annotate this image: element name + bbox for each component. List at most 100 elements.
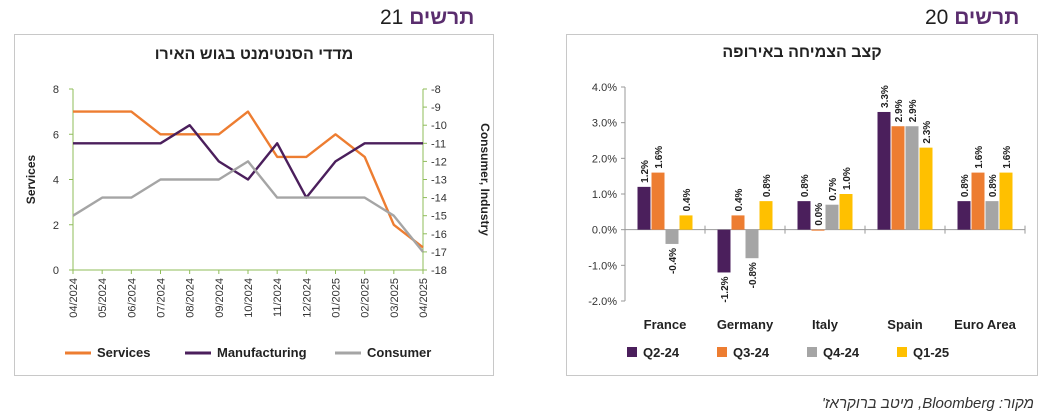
right-tick-label: -15 — [431, 211, 447, 223]
bar-q4-24 — [745, 229, 759, 259]
x-tick-label: 08/2024 — [185, 278, 197, 318]
legend-label-q4-24: Q4-24 — [823, 345, 860, 360]
x-tick-label: 11/2024 — [272, 278, 284, 317]
legend-swatch-q4-24 — [807, 347, 817, 357]
x-tick-label: 05/2024 — [97, 278, 109, 318]
bar-value-label: 1.2% — [640, 160, 651, 183]
x-tick-label: 07/2024 — [156, 278, 168, 318]
x-tick-label: 10/2024 — [243, 278, 255, 318]
y-tick-label: -1.0% — [588, 260, 617, 272]
bar-value-label: 0.8% — [988, 174, 999, 197]
legend-label-q3-24: Q3-24 — [733, 345, 770, 360]
chart-title: קצב הצמיחה באירופה — [722, 44, 881, 61]
right-tick-label: -10 — [431, 120, 447, 132]
bar-q4-24 — [825, 204, 839, 230]
bar-q1-25 — [999, 172, 1013, 230]
sentiment-chart-panel: מדדי הסנטימנט בגוש האירו 0 2 4 6 8 -8 -9 -10 -11 -… — [14, 34, 494, 376]
legend-label-consumer: Consumer — [367, 345, 431, 360]
right-tick-label: -11 — [431, 138, 446, 150]
category-label: Italy — [812, 317, 839, 332]
bar-value-label: 0.8% — [960, 174, 971, 197]
y-tick-label: 2.0% — [592, 153, 617, 165]
y-tick-label: -2.0% — [588, 296, 617, 308]
x-tick-label: 02/2025 — [360, 278, 372, 318]
bar-q2-24 — [797, 201, 811, 230]
x-tick-label: 04/2024 — [68, 278, 80, 318]
chart-20-header: תרשים 20 — [925, 6, 1019, 30]
bar-value-label: 0.7% — [828, 178, 839, 201]
bar-q2-24 — [957, 201, 971, 230]
y-tick-label: 4.0% — [592, 82, 617, 94]
legend-label-q2-24: Q2-24 — [643, 345, 680, 360]
bar-q2-24 — [717, 229, 731, 273]
bar-value-label: -1.2% — [720, 276, 731, 302]
bar-q1-25 — [839, 194, 853, 230]
right-tick-label: -18 — [431, 265, 447, 277]
series-line-manufacturing — [73, 123, 423, 199]
x-tick-label: 01/2025 — [331, 278, 343, 318]
legend-swatch-q2-24 — [627, 347, 637, 357]
chart-title: מדדי הסנטימנט בגוש האירו — [155, 46, 354, 63]
x-tick-label: 12/2024 — [301, 278, 313, 318]
bar-value-label: 1.0% — [842, 167, 853, 190]
bar-q4-24 — [665, 229, 679, 244]
series-line-services — [73, 110, 424, 249]
series-line-consumer — [72, 160, 424, 253]
bar-value-label: -0.4% — [668, 248, 679, 274]
bar-q3-24 — [811, 229, 825, 231]
chart-20-header-label: תרשים — [954, 6, 1020, 29]
chart-21-header: תרשים 21 — [380, 6, 474, 30]
bar-q1-25 — [919, 147, 933, 230]
bar-value-label: 2.3% — [922, 121, 933, 144]
legend-label-manufacturing: Manufacturing — [217, 345, 307, 360]
left-tick-label: 4 — [53, 175, 59, 187]
x-tick-label: 03/2025 — [389, 278, 401, 318]
chart-21-header-number: 21 — [380, 6, 404, 29]
x-tick-label: 04/2025 — [418, 278, 430, 318]
left-tick-label: 2 — [53, 220, 59, 232]
y-tick-label: 0.0% — [592, 225, 617, 237]
left-tick-label: 8 — [53, 84, 59, 96]
right-tick-label: -16 — [431, 229, 447, 241]
category-label: Spain — [887, 317, 922, 332]
source-note: מקור: Bloomberg, מיטב ברוקראז' — [821, 395, 1034, 412]
growth-chart-panel: קצב הצמיחה באירופה -2.0% -1.0% 0.0% 1.0% 2.0%… — [566, 34, 1038, 376]
legend-swatch-q3-24 — [717, 347, 727, 357]
category-label: France — [644, 317, 687, 332]
bar-value-label: 1.6% — [974, 146, 985, 169]
right-tick-label: -8 — [431, 84, 441, 96]
right-tick-label: -9 — [431, 102, 441, 114]
bar-value-label: 0.8% — [762, 174, 773, 197]
right-tick-label: -14 — [431, 193, 447, 205]
bar-value-label: 2.9% — [894, 99, 905, 122]
bar-q2-24 — [877, 111, 891, 230]
legend-label-services: Services — [97, 345, 151, 360]
sentiment-line-chart: מדדי הסנטימנט בגוש האירו 0 2 4 6 8 -8 -9 -10 -11 -… — [24, 46, 492, 360]
bar-value-label: 0.0% — [814, 203, 825, 226]
bar-q2-24 — [637, 186, 651, 230]
chart-20-header-number: 20 — [925, 6, 949, 29]
bar-value-label: 1.6% — [654, 146, 665, 169]
legend-label-q1-25: Q1-25 — [913, 345, 949, 360]
left-tick-label: 6 — [53, 129, 59, 141]
bar-q3-24 — [651, 172, 665, 230]
bar-q4-24 — [905, 126, 919, 230]
bar-value-label: 0.4% — [682, 188, 693, 211]
bar-q3-24 — [971, 172, 985, 230]
left-axis-title: Services — [24, 154, 38, 204]
bar-q3-24 — [891, 126, 905, 230]
right-tick-label: -13 — [431, 175, 447, 187]
bar-q1-25 — [679, 215, 693, 230]
bar-value-label: 2.9% — [908, 99, 919, 122]
y-tick-label: 3.0% — [592, 118, 617, 130]
category-label: Germany — [717, 317, 774, 332]
right-tick-label: -12 — [431, 156, 447, 168]
y-tick-label: 1.0% — [592, 189, 617, 201]
category-label: Euro Area — [954, 317, 1016, 332]
right-tick-label: -17 — [431, 247, 447, 259]
growth-bar-chart: קצב הצמיחה באירופה -2.0% -1.0% 0.0% 1.0% 2.0%… — [588, 44, 1026, 360]
chart-21-header-label: תרשים — [409, 6, 475, 29]
legend-swatch-q1-25 — [897, 347, 907, 357]
bar-value-label: 3.3% — [880, 85, 891, 108]
bar-value-label: 1.6% — [1002, 146, 1013, 169]
